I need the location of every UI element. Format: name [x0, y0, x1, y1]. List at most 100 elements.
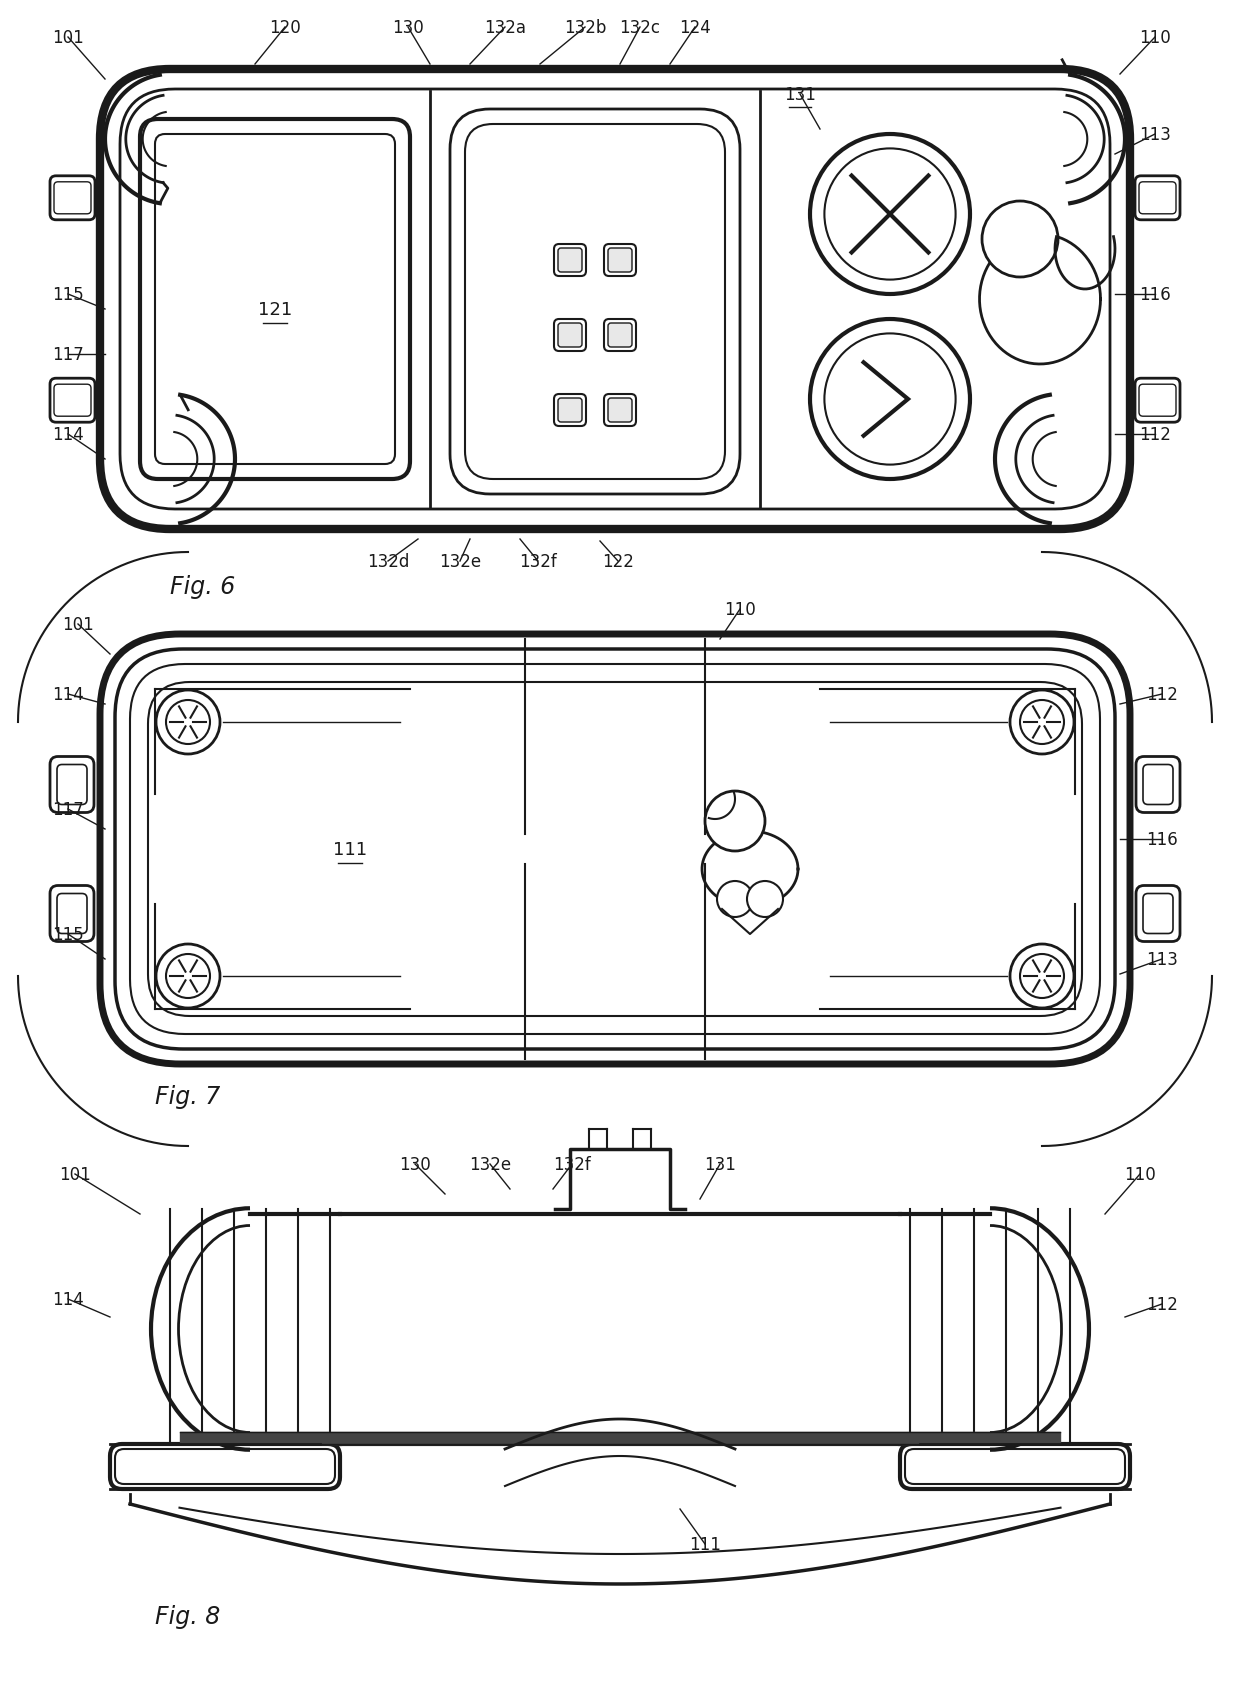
Text: 132e: 132e	[439, 552, 481, 571]
Circle shape	[810, 319, 970, 480]
FancyBboxPatch shape	[55, 182, 91, 215]
Circle shape	[156, 691, 219, 755]
FancyBboxPatch shape	[148, 682, 1083, 1017]
Text: 101: 101	[60, 1165, 91, 1184]
FancyBboxPatch shape	[100, 635, 1130, 1064]
Text: 132a: 132a	[484, 19, 526, 37]
Text: 120: 120	[269, 19, 301, 37]
Circle shape	[1021, 954, 1064, 998]
Text: 101: 101	[52, 29, 84, 47]
Text: 113: 113	[1146, 951, 1178, 968]
FancyBboxPatch shape	[50, 887, 94, 942]
FancyBboxPatch shape	[905, 1449, 1125, 1485]
Text: 130: 130	[399, 1155, 430, 1174]
FancyBboxPatch shape	[1143, 893, 1173, 934]
FancyBboxPatch shape	[110, 1444, 340, 1490]
Circle shape	[1011, 691, 1074, 755]
Circle shape	[166, 954, 210, 998]
Text: 131: 131	[704, 1155, 735, 1174]
Circle shape	[156, 944, 219, 1008]
FancyBboxPatch shape	[554, 395, 587, 427]
Circle shape	[1021, 701, 1064, 745]
FancyBboxPatch shape	[554, 245, 587, 277]
Text: 117: 117	[52, 801, 84, 819]
Text: 110: 110	[1125, 1165, 1156, 1184]
FancyBboxPatch shape	[604, 395, 636, 427]
Text: 114: 114	[52, 1290, 84, 1309]
Text: Fig. 8: Fig. 8	[155, 1605, 221, 1628]
FancyBboxPatch shape	[604, 319, 636, 351]
Text: 131: 131	[784, 86, 816, 105]
FancyBboxPatch shape	[50, 177, 95, 221]
FancyBboxPatch shape	[100, 69, 1130, 530]
Text: 122: 122	[603, 552, 634, 571]
FancyBboxPatch shape	[55, 385, 91, 417]
Circle shape	[810, 135, 970, 296]
Text: 113: 113	[1140, 127, 1171, 144]
Text: 112: 112	[1146, 686, 1178, 704]
Text: Fig. 6: Fig. 6	[170, 574, 236, 598]
Circle shape	[825, 334, 956, 466]
Circle shape	[1011, 944, 1074, 1008]
Text: 111: 111	[332, 841, 367, 858]
Text: 116: 116	[1146, 831, 1178, 848]
Circle shape	[706, 792, 765, 851]
Text: 116: 116	[1140, 285, 1171, 304]
Text: 114: 114	[52, 426, 84, 444]
Text: 132f: 132f	[520, 552, 557, 571]
FancyBboxPatch shape	[50, 378, 95, 422]
Text: 132c: 132c	[620, 19, 661, 37]
Circle shape	[717, 882, 753, 917]
FancyBboxPatch shape	[155, 135, 396, 464]
FancyBboxPatch shape	[465, 125, 725, 480]
FancyBboxPatch shape	[558, 324, 582, 348]
FancyBboxPatch shape	[1135, 378, 1180, 422]
Circle shape	[825, 149, 956, 280]
Circle shape	[166, 701, 210, 745]
Text: 132b: 132b	[564, 19, 606, 37]
FancyBboxPatch shape	[57, 765, 87, 806]
FancyBboxPatch shape	[1143, 765, 1173, 806]
Text: 124: 124	[680, 19, 711, 37]
FancyBboxPatch shape	[1135, 177, 1180, 221]
FancyBboxPatch shape	[115, 650, 1115, 1049]
FancyBboxPatch shape	[340, 1214, 900, 1444]
Text: 117: 117	[52, 346, 84, 363]
FancyBboxPatch shape	[50, 757, 94, 812]
FancyBboxPatch shape	[1140, 182, 1176, 215]
FancyBboxPatch shape	[130, 664, 1100, 1034]
Text: 101: 101	[62, 615, 94, 633]
FancyBboxPatch shape	[450, 110, 740, 495]
FancyBboxPatch shape	[115, 1449, 335, 1485]
FancyBboxPatch shape	[900, 1444, 1130, 1490]
FancyBboxPatch shape	[57, 893, 87, 934]
Text: 132f: 132f	[553, 1155, 591, 1174]
FancyBboxPatch shape	[604, 245, 636, 277]
Text: 115: 115	[52, 926, 84, 944]
Text: 110: 110	[724, 601, 756, 618]
FancyBboxPatch shape	[1136, 757, 1180, 812]
Text: 132e: 132e	[469, 1155, 511, 1174]
FancyBboxPatch shape	[608, 248, 632, 274]
FancyBboxPatch shape	[558, 248, 582, 274]
Text: Fig. 7: Fig. 7	[155, 1084, 221, 1108]
Text: 112: 112	[1146, 1295, 1178, 1314]
Text: 130: 130	[392, 19, 424, 37]
FancyBboxPatch shape	[558, 399, 582, 422]
FancyBboxPatch shape	[608, 324, 632, 348]
Text: 121: 121	[258, 301, 293, 319]
Circle shape	[982, 203, 1058, 277]
Text: 111: 111	[689, 1535, 720, 1554]
Text: 114: 114	[52, 686, 84, 704]
Text: 112: 112	[1140, 426, 1171, 444]
FancyBboxPatch shape	[1140, 385, 1176, 417]
Circle shape	[746, 882, 782, 917]
FancyBboxPatch shape	[554, 319, 587, 351]
FancyBboxPatch shape	[1136, 887, 1180, 942]
FancyBboxPatch shape	[120, 90, 1110, 510]
Text: 132d: 132d	[367, 552, 409, 571]
Text: 110: 110	[1140, 29, 1171, 47]
FancyBboxPatch shape	[608, 399, 632, 422]
Text: 115: 115	[52, 285, 84, 304]
FancyBboxPatch shape	[140, 120, 410, 480]
